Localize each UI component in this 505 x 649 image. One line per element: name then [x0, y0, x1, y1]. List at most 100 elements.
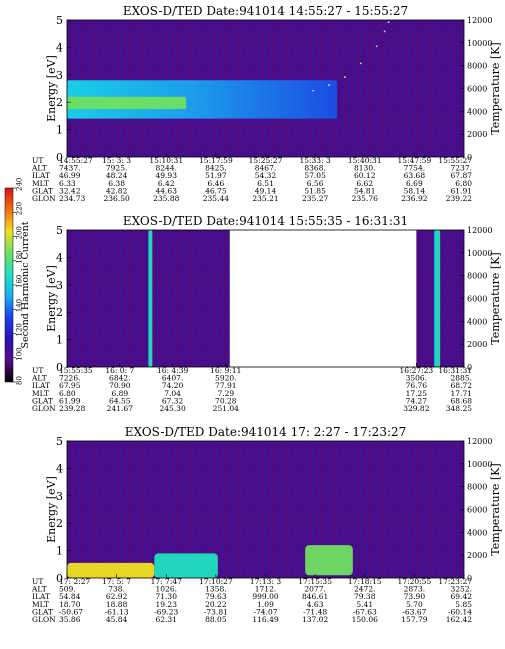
energy-tick-label: 1 [56, 545, 63, 558]
ephemeris-value: 64.55 [109, 396, 131, 405]
ephemeris-value: 16: 0: 7 [105, 366, 134, 375]
ephemeris-value: 14:55:27 [59, 156, 93, 165]
ephemeris-value: 62.31 [156, 615, 177, 624]
ephemeris-value: 7925. [106, 164, 127, 173]
ephemeris-value: 8130. [354, 164, 375, 173]
ephemeris-value: 116.49 [252, 615, 278, 624]
ephemeris-value: 68.68 [451, 396, 473, 405]
temperature-tick-label: 6000 [467, 506, 487, 515]
ephemeris-value: 6.62 [356, 179, 373, 188]
ephemeris-value: 17: 5: 7 [102, 577, 131, 586]
row-label: ILAT [32, 171, 50, 180]
ephemeris-value: 77.91 [215, 381, 236, 390]
energy-tick-label: 4 [56, 462, 63, 475]
temperature-tick-label: 2000 [467, 551, 487, 560]
row-label: GLAT [32, 396, 53, 405]
temperature-tick-label: 10000 [467, 39, 492, 48]
ephemeris-value: 17:10:27 [199, 577, 233, 586]
ephemeris-value: 239.22 [446, 194, 472, 203]
colorbar-tick-label: 180 [16, 250, 24, 263]
ephemeris-value: 846.61 [302, 592, 328, 601]
ephemeris-value: 235.76 [352, 194, 378, 203]
ephemeris-value: 54.84 [59, 592, 81, 601]
ephemeris-value: 7437. [59, 164, 80, 173]
ephemeris-value: 16:31:31 [438, 366, 472, 375]
row-label: ALT [31, 585, 47, 594]
ephemeris-value: 42.82 [106, 186, 128, 195]
ephemeris-value: 76.76 [406, 381, 428, 390]
temperature-point [344, 76, 346, 78]
ephemeris-value: 137.02 [302, 615, 328, 624]
temperature-point [359, 62, 362, 65]
ephemeris-value: 157.79 [401, 615, 427, 624]
energy-tick-label: 2 [56, 96, 63, 109]
temperature-tick-label: 4000 [467, 107, 487, 116]
ephemeris-value: 7226. [59, 374, 80, 383]
ephemeris-value: 8368. [304, 164, 325, 173]
colorbar-ticks: 80 100 120 140 160 180 200 220 240 [13, 178, 24, 385]
ephemeris-value: 17: 7:47 [151, 577, 183, 586]
ephemeris-value: 16:27:23 [400, 366, 434, 375]
row-label: UT [32, 156, 43, 165]
spectrogram-panel-2: EXOS-D/TED Date:941014 15:55:35 - 16:31:… [31, 214, 502, 413]
energy-axis-label: Energy [eV] [45, 55, 58, 122]
energy-tick-label: 1 [56, 334, 63, 347]
temperature-axis-label: Temperature [K] [489, 252, 502, 344]
row-label: MLT [32, 600, 49, 609]
ephemeris-value: 509. [59, 585, 76, 594]
temperature-tick-label: 10000 [467, 249, 492, 258]
energy-tick-label: 2 [56, 517, 63, 530]
ephemeris-value: 236.50 [104, 194, 130, 203]
ephemeris-value: 70.90 [109, 381, 131, 390]
colorbar-tick-label: 160 [16, 275, 24, 288]
ephemeris-value: -67.63 [353, 607, 377, 616]
ephemeris-value: 6.80 [59, 389, 76, 398]
ephemeris-value: -61.13 [105, 607, 129, 616]
colorbar-label: Second Harmonic Current [20, 221, 31, 348]
ephemeris-value: 17: 2:27 [59, 577, 91, 586]
energy-tick-label: 0 [56, 361, 63, 374]
ephemeris-value: 251.04 [213, 404, 239, 413]
ephemeris-value: 738. [108, 585, 125, 594]
ephemeris-value: 235.21 [252, 194, 278, 203]
ephemeris-value: 15:10:31 [149, 156, 183, 165]
ephemeris-value: 15:55:35 [59, 366, 93, 375]
ephemeris-value: 236.92 [401, 194, 427, 203]
temperature-tick-label: 4000 [467, 317, 487, 326]
ephemeris-value: 20.22 [205, 600, 227, 609]
colorbar: 80 100 120 140 160 180 200 220 240 Second Harmon… [4, 178, 31, 385]
ephemeris-value: 54.81 [354, 186, 375, 195]
temperature-tick-label: 4000 [467, 528, 487, 537]
ephemeris-value: 5.70 [406, 600, 423, 609]
ephemeris-value: 48.24 [106, 171, 128, 180]
colorbar-tick-label: 240 [16, 178, 24, 191]
temperature-axis-label: Temperature [K] [489, 463, 502, 555]
ephemeris-value: 7754. [404, 164, 425, 173]
colorbar-tick-label: 200 [16, 226, 24, 239]
temperature-tick-label: 8000 [467, 62, 487, 71]
ephemeris-value: 17:13: 3 [250, 577, 282, 586]
ephemeris-value: 1712. [255, 585, 276, 594]
temperature-point [375, 45, 378, 48]
row-label: GLAT [32, 186, 53, 195]
row-label: GLAT [32, 607, 53, 616]
ephemeris-value: 15:47:59 [398, 156, 432, 165]
energy-tick-label: 3 [56, 69, 63, 82]
ephemeris-value: 6.38 [108, 179, 125, 188]
spectrogram-feature [154, 553, 218, 578]
ephemeris-value: 70.28 [215, 396, 237, 405]
row-label: UT [32, 577, 43, 586]
row-label: GLON [32, 615, 56, 624]
ephemeris-value: 17:15:35 [298, 577, 332, 586]
spectrogram-feature [305, 545, 353, 576]
ephemeris-value: 6.69 [406, 179, 423, 188]
temperature-axis-label: Temperature [K] [489, 42, 502, 134]
ephemeris-value: 15: 3: 3 [102, 156, 131, 165]
ephemeris-value: 45.84 [106, 615, 128, 624]
ephemeris-value: 999.00 [252, 592, 278, 601]
ephemeris-value: 150.06 [352, 615, 378, 624]
ephemeris-value: 6.89 [111, 389, 128, 398]
ephemeris-value: 18.70 [59, 600, 81, 609]
ephemeris-value: 71.30 [156, 592, 178, 601]
